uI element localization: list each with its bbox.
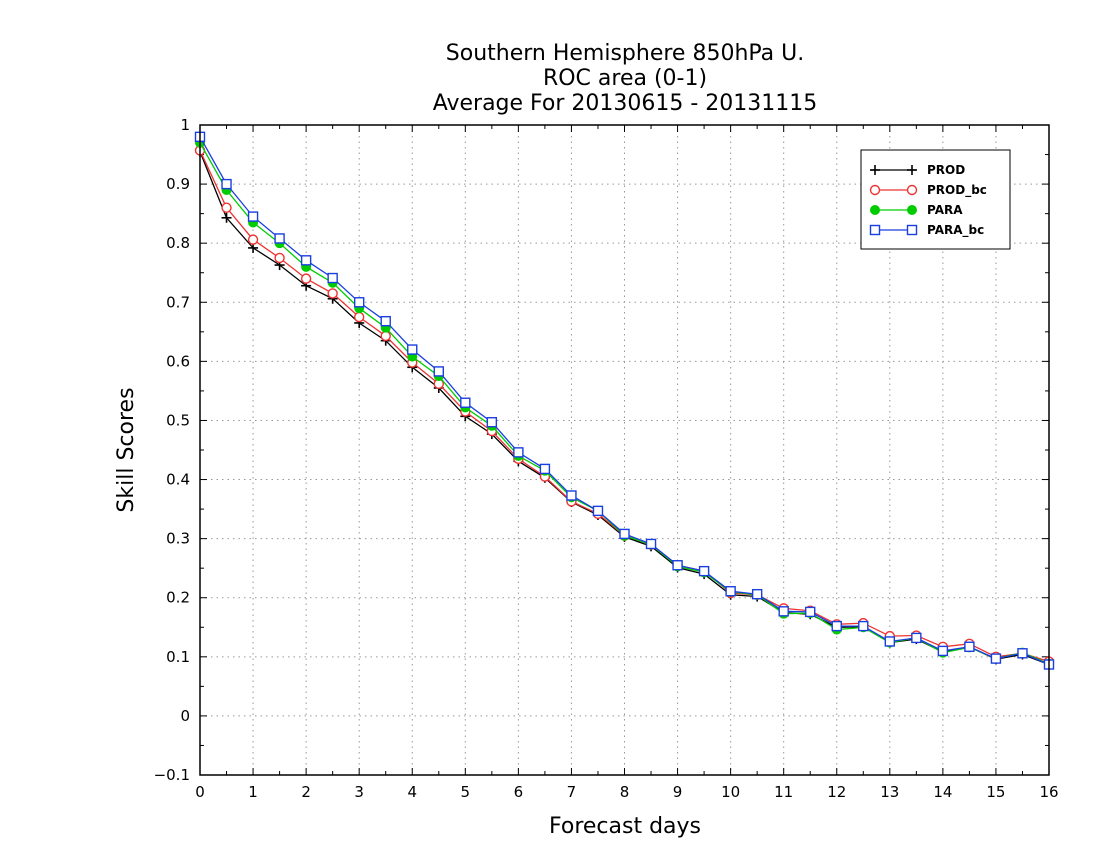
legend-entry: PARA_bc xyxy=(869,223,984,238)
legend-entry: PROD xyxy=(870,163,965,177)
legend-box xyxy=(860,149,1011,250)
x-tick-label: 10 xyxy=(721,783,740,801)
x-tick-label: 8 xyxy=(620,783,630,801)
data-point xyxy=(353,311,365,323)
chart-title: Southern Hemisphere 850hPa U. ROC area (… xyxy=(433,41,818,116)
data-point xyxy=(937,645,949,657)
data-point xyxy=(380,315,391,327)
data-point xyxy=(380,330,391,342)
data-point xyxy=(645,538,657,550)
x-tick-label: 6 xyxy=(514,783,524,801)
data-point xyxy=(1017,648,1028,659)
x-tick-label: 1 xyxy=(248,783,258,801)
data-point xyxy=(592,505,604,517)
data-point xyxy=(274,252,285,264)
y-tick-label: 0.1 xyxy=(166,648,190,666)
y-tick-label: 0.9 xyxy=(166,175,190,193)
data-point xyxy=(619,528,630,540)
series-para-bc xyxy=(194,131,1055,670)
x-tick-label: 16 xyxy=(1039,783,1058,801)
y-tick-label: 1 xyxy=(180,116,190,134)
data-point xyxy=(831,620,842,632)
y-tick-label: 0.6 xyxy=(166,352,190,370)
x-tick-label: 12 xyxy=(827,783,846,801)
data-point xyxy=(433,366,444,377)
data-point xyxy=(460,397,471,408)
y-tick-label: −0.1 xyxy=(154,766,190,784)
legend-marker xyxy=(870,165,880,175)
legend-label: PARA xyxy=(927,203,963,217)
x-tick-label: 2 xyxy=(301,783,311,801)
data-point xyxy=(698,565,710,577)
data-point xyxy=(884,636,896,647)
data-point xyxy=(672,560,683,571)
data-point xyxy=(911,632,922,644)
x-tick-label: 0 xyxy=(195,783,205,801)
legend-label: PROD_bc xyxy=(927,183,987,198)
legend-marker xyxy=(869,184,881,196)
legend-entry: PARA xyxy=(870,203,963,217)
y-tick-label: 0 xyxy=(180,707,190,725)
data-point xyxy=(327,272,338,284)
data-point xyxy=(247,234,259,245)
legend-label: PARA_bc xyxy=(927,223,984,238)
x-axis-label: Forecast days xyxy=(549,814,701,839)
data-point xyxy=(513,447,524,458)
data-point xyxy=(327,288,338,299)
data-point xyxy=(221,212,232,223)
data-point xyxy=(407,344,418,355)
legend: PROD PROD_bc PARA PARA_bc xyxy=(860,149,1011,250)
legend-marker xyxy=(907,165,917,175)
legend-marker xyxy=(907,205,917,215)
x-tick-label: 9 xyxy=(673,783,683,801)
legend-marker xyxy=(870,205,880,215)
plot-frame xyxy=(199,124,1050,776)
data-point xyxy=(805,606,816,618)
y-tick-label: 0.8 xyxy=(166,234,190,252)
title-line-3: Average For 20130615 - 20131115 xyxy=(433,91,818,116)
x-tick-label: 3 xyxy=(354,783,364,801)
y-tick-label: 0.3 xyxy=(166,530,190,548)
data-point xyxy=(274,233,285,244)
data-point xyxy=(751,588,763,600)
data-point xyxy=(725,586,736,597)
legend-marker xyxy=(869,224,881,236)
data-point xyxy=(247,211,259,222)
legend-marker xyxy=(906,224,918,236)
x-tick-label: 7 xyxy=(567,783,577,801)
x-tick-label: 14 xyxy=(933,783,952,801)
data-point xyxy=(858,620,869,632)
title-line-1: Southern Hemisphere 850hPa U. xyxy=(446,41,804,66)
data-point xyxy=(300,255,312,266)
x-tick-label: 4 xyxy=(407,783,417,801)
y-tick-label: 0.5 xyxy=(166,411,190,429)
data-point xyxy=(300,273,312,284)
y-tick-label: 0.7 xyxy=(166,293,190,311)
data-point xyxy=(566,490,577,501)
legend-label: PROD xyxy=(927,163,965,177)
y-tick-label: 0.4 xyxy=(166,471,190,489)
y-tick-label: 0.2 xyxy=(166,589,190,607)
data-point xyxy=(353,297,365,308)
x-tick-label: 5 xyxy=(461,783,471,801)
data-point xyxy=(539,463,551,475)
title-line-2: ROC area (0-1) xyxy=(543,66,707,91)
x-axis: 0 1 2 3 4 5 6 7 8 9 10 11 12 13 14 15 16 xyxy=(195,125,1059,801)
legend-entry: PROD_bc xyxy=(869,183,987,198)
data-point xyxy=(221,202,232,213)
data-point xyxy=(486,417,498,428)
x-tick-label: 15 xyxy=(986,783,1005,801)
data-point xyxy=(964,641,975,652)
x-tick-label: 13 xyxy=(880,783,899,801)
data-point xyxy=(778,606,789,617)
data-point xyxy=(990,653,1002,664)
data-point xyxy=(221,178,232,190)
legend-marker xyxy=(906,184,918,196)
y-axis-label: Skill Scores xyxy=(114,387,139,512)
x-tick-label: 11 xyxy=(774,783,793,801)
